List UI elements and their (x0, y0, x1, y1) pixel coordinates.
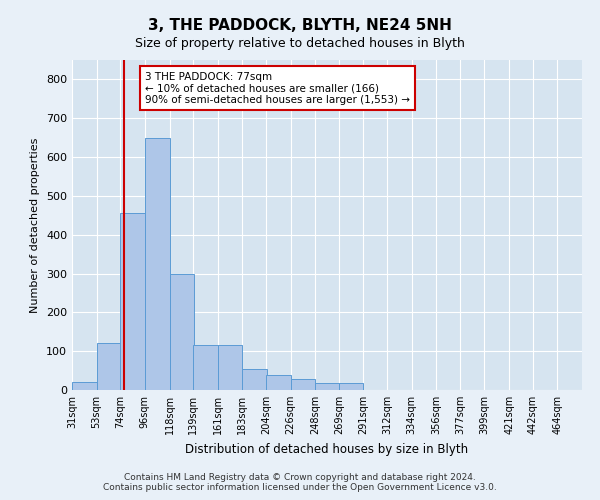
Bar (266, 375, 290, 390)
Text: 3 THE PADDOCK: 77sqm
← 10% of detached houses are smaller (166)
90% of semi-deta: 3 THE PADDOCK: 77sqm ← 10% of detached h… (145, 72, 410, 105)
Text: Size of property relative to detached houses in Blyth: Size of property relative to detached ho… (135, 38, 465, 51)
Text: Contains HM Land Registry data © Crown copyright and database right 2024.
Contai: Contains HM Land Registry data © Crown c… (103, 473, 497, 492)
Bar (193, 346, 218, 390)
Bar (145, 138, 170, 390)
Bar (218, 346, 242, 390)
Text: 3, THE PADDOCK, BLYTH, NE24 5NH: 3, THE PADDOCK, BLYTH, NE24 5NH (148, 18, 452, 32)
Y-axis label: Number of detached properties: Number of detached properties (31, 138, 40, 312)
Bar (170, 274, 194, 390)
Bar (242, 368, 267, 390)
Bar (290, 379, 315, 390)
Bar (72, 382, 97, 390)
Bar (120, 214, 145, 390)
Bar (339, 383, 364, 390)
Bar (97, 344, 121, 390)
Bar (315, 383, 340, 390)
X-axis label: Distribution of detached houses by size in Blyth: Distribution of detached houses by size … (185, 442, 469, 456)
